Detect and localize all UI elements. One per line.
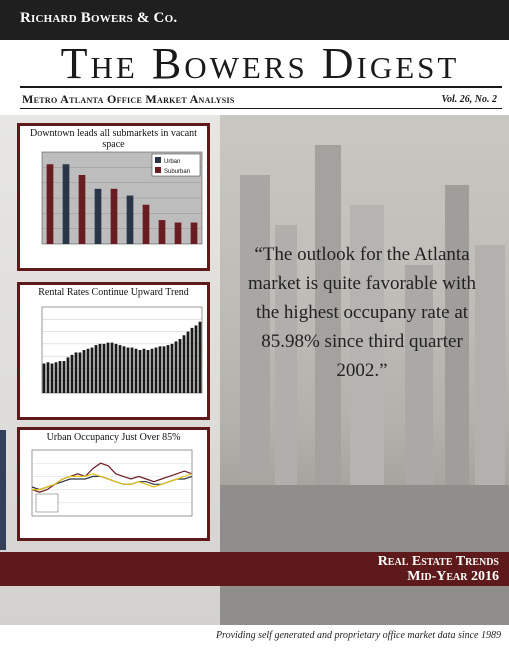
rent-bar [186,331,190,393]
volume-label: Vol. 26, No. 2 [441,94,497,105]
rent-bar [106,342,110,393]
publisher-name: Richard Bowers & Co. [20,10,178,26]
rent-bar [98,343,102,393]
rent-bar [110,342,114,393]
occupancy-chart [31,449,193,517]
rent-bar [158,346,162,393]
trends-banner [0,552,509,586]
rent-bar [154,347,158,393]
rent-bar [166,345,170,393]
vacancy-bar [126,195,134,244]
rent-bar [102,343,106,393]
left-edge-mark [0,430,6,550]
legend-box [151,153,201,177]
rent-bar [46,362,50,393]
vacancy-bar [158,220,166,244]
legend-swatch [155,167,161,173]
newsletter-title: The Bowers Digest [60,39,460,88]
rent-bar [142,348,146,393]
vacancy-bar [46,164,54,244]
rent-bar [54,362,58,393]
vacancy-chart-title: Downtown leads all submarkets in vacant … [30,128,197,150]
tagline: Providing self generated and proprietary… [215,630,501,641]
plot-area [41,306,203,394]
rent-bar [194,325,198,393]
subtitle-rule [20,108,502,109]
rent-bar [174,341,178,393]
rent-bar [74,352,78,393]
rent-bar [78,352,82,393]
legend-label: Urban [164,159,180,165]
rent-bar [94,345,98,393]
occupancy-line [32,473,193,491]
rent-bar [146,350,150,393]
occupancy-chart-panel: Urban Occupancy Just Over 85% [17,427,210,541]
rent-bar [138,350,142,393]
rent-bar [86,348,90,393]
rent-bar [62,361,66,393]
vacancy-bar [62,164,70,244]
vacancy-bar [110,188,118,244]
legend-box [35,493,59,513]
vacancy-chart: Urban Suburban [41,151,203,245]
occupancy-chart-title: Urban Occupancy Just Over 85% [46,432,181,443]
vacancy-chart-panel: Downtown leads all submarkets in vacant … [17,123,210,271]
vacancy-bar [142,204,150,244]
newsletter-subtitle: Metro Atlanta Office Market Analysis [22,92,235,106]
rent-bar [126,347,130,393]
rent-bar [114,343,118,393]
rent-bar [198,321,202,393]
vacancy-bar [94,188,102,244]
rental-chart-title: Rental Rates Continue Upward Trend [38,287,189,298]
rent-bar [58,361,62,393]
vacancy-bar [174,222,182,244]
rent-bar [118,345,122,393]
banner-line-1: Real Estate Trends [377,554,499,569]
rent-bar [162,346,166,393]
header-bar [0,0,509,40]
rent-bar [178,338,182,393]
rent-bar [90,347,94,393]
rental-chart [41,306,203,394]
rent-bar [190,327,194,393]
rent-bar [50,363,54,393]
rent-bar [134,348,138,393]
rent-bar [150,348,154,393]
rent-bar [122,346,126,393]
rent-bar [70,354,74,393]
banner-line-2: Mid-Year 2016 [407,569,499,584]
legend-label: Suburban [164,169,190,175]
title-rule [20,86,502,88]
rental-chart-panel: Rental Rates Continue Upward Trend [17,282,210,420]
rent-bar [182,335,186,393]
vacancy-bar [78,175,86,244]
rent-bar [130,347,134,393]
pull-quote: “The outlook for the Atlanta market is q… [248,244,476,381]
rent-bar [170,343,174,393]
rent-bar [82,350,86,393]
legend-swatch [155,157,161,163]
vacancy-bar [190,222,198,244]
rent-bar [66,357,70,393]
rent-bar [42,363,46,393]
